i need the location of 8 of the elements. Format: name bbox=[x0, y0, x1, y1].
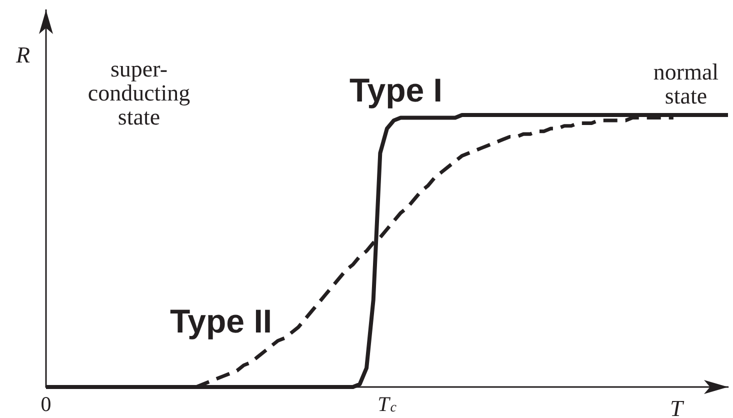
series-label: Type I bbox=[350, 72, 442, 108]
x-tick-label: Tc bbox=[378, 392, 398, 416]
series-label: Type II bbox=[170, 302, 272, 340]
x-axis-title: T bbox=[670, 396, 685, 418]
y-axis-title: R bbox=[14, 42, 30, 68]
text: normal state bbox=[653, 60, 719, 108]
annotation: super- conducting state bbox=[88, 56, 191, 130]
x-tick-label: 0 bbox=[40, 392, 52, 416]
